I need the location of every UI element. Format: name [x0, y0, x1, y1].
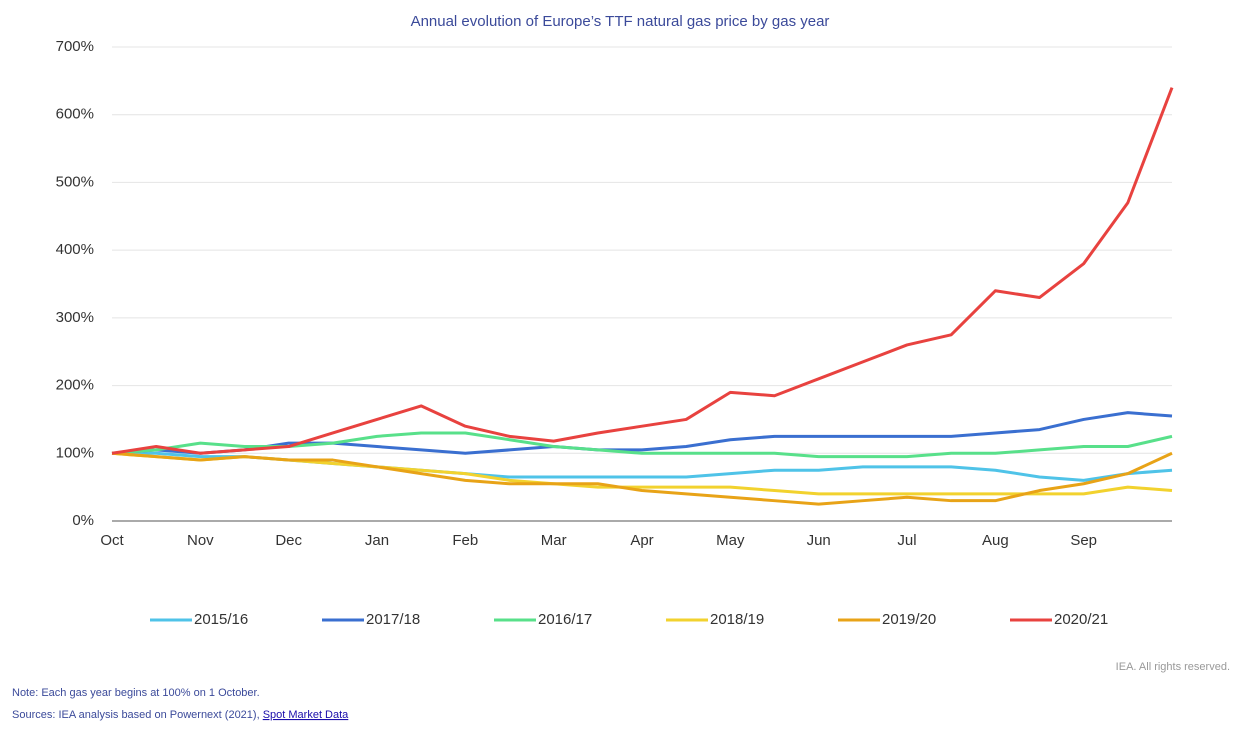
x-tick-label: Aug: [982, 532, 1009, 549]
y-tick-label: 0%: [72, 512, 94, 529]
x-tick-label: Oct: [100, 532, 124, 549]
x-tick-label: Mar: [541, 532, 567, 549]
legend-label: 2019/20: [882, 611, 936, 628]
y-tick-label: 200%: [56, 377, 94, 394]
legend-label: 2016/17: [538, 611, 592, 628]
legend-label: 2018/19: [710, 611, 764, 628]
legend-label: 2015/16: [194, 611, 248, 628]
x-tick-label: Nov: [187, 532, 214, 549]
x-tick-label: Jan: [365, 532, 389, 549]
note: Note: Each gas year begins at 100% on 1 …: [12, 687, 260, 699]
y-tick-label: 100%: [56, 444, 94, 461]
sources-text: Sources: IEA analysis based on Powernext…: [12, 709, 260, 721]
y-tick-label: 700%: [56, 38, 94, 55]
legend-label: 2017/18: [366, 611, 420, 628]
x-tick-label: Jun: [807, 532, 831, 549]
series-line: [111, 451, 1173, 506]
x-tick-label: Apr: [630, 532, 653, 549]
y-tick-label: 300%: [56, 309, 94, 326]
x-tick-label: Feb: [452, 532, 478, 549]
legend-label: 2020/21: [1054, 611, 1108, 628]
y-tick-label: 500%: [56, 173, 94, 190]
rights: IEA. All rights reserved.: [1116, 661, 1230, 673]
x-tick-label: May: [716, 532, 745, 549]
series-line: [111, 411, 1173, 455]
series-line: [111, 87, 1174, 455]
x-tick-label: Sep: [1070, 532, 1097, 549]
x-tick-label: Jul: [897, 532, 916, 549]
chart-title: Annual evolution of Europe’s TTF natural…: [411, 13, 830, 30]
sources-link[interactable]: Spot Market Data: [263, 709, 349, 721]
x-tick-label: Dec: [275, 532, 302, 549]
y-tick-label: 600%: [56, 106, 94, 123]
y-tick-label: 400%: [56, 241, 94, 258]
sources: Sources: IEA analysis based on Powernext…: [12, 709, 349, 721]
